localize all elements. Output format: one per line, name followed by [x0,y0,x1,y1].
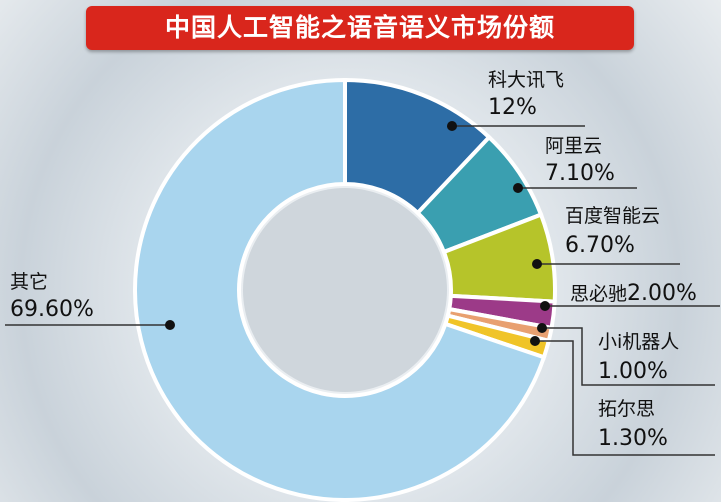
leader-dot-5 [530,336,540,346]
slice-label-0: 科大讯飞 [488,69,564,91]
chart-title: 中国人工智能之语音语义市场份额 [86,6,634,50]
leader-dot-1 [513,183,523,193]
donut-hole [243,188,447,392]
leader-dot-0 [447,121,457,131]
slice-label-4: 小i机器人 [598,331,679,353]
slice-value-6: 69.60% [10,297,94,322]
slice-label-2: 百度智能云 [565,205,660,227]
slice-value-0: 12% [488,95,537,120]
slice-value-5: 1.30% [598,426,668,451]
donut-slice-6 [133,77,547,502]
slice-label-6: 其它 [10,271,48,293]
slice-label-3: 思必驰2.00% [570,281,697,306]
slice-value-4: 1.00% [598,359,668,384]
slice-value-3: 2.00% [627,281,697,306]
slice-value-1: 7.10% [545,161,615,186]
leader-line-4 [542,327,715,386]
leader-line-5 [535,340,715,456]
leader-dot-2 [532,259,542,269]
slice-value-2: 6.70% [565,233,635,258]
leader-dot-3 [540,301,550,311]
slice-label-1: 阿里云 [545,135,602,157]
leader-dot-4 [537,323,547,333]
slice-label-5: 拓尔思 [598,398,655,420]
slice-label-text-3: 思必驰 [570,283,627,305]
leader-dot-6 [165,320,175,330]
